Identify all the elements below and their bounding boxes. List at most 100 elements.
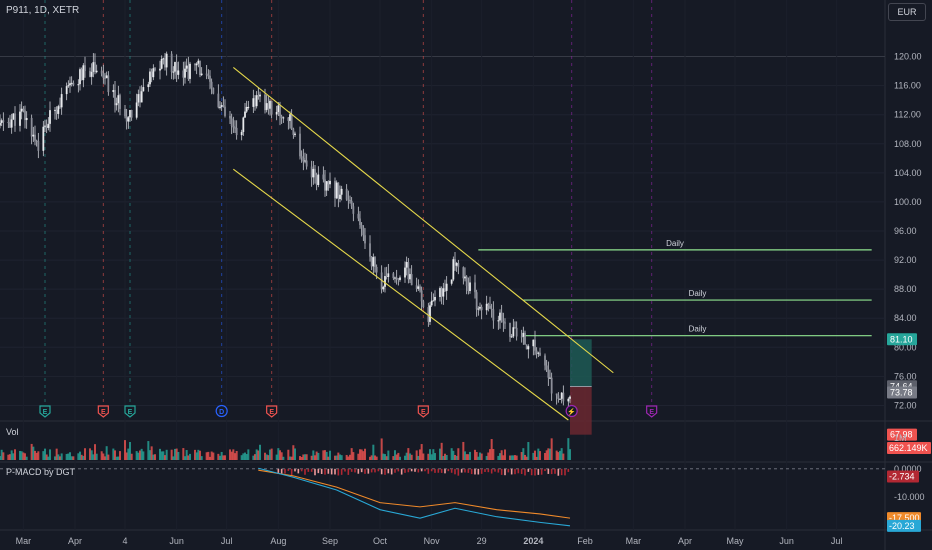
candle-body	[364, 235, 366, 244]
volume-bar	[510, 455, 513, 460]
candle-body	[299, 133, 301, 157]
candle-body	[300, 156, 303, 158]
candle-body	[479, 306, 481, 309]
x-tick-label: 29	[477, 536, 487, 546]
volume-bar	[454, 454, 456, 460]
macd-histogram-bar	[394, 468, 396, 473]
macd-histogram-bar	[494, 468, 496, 472]
macd-histogram-bar	[327, 468, 330, 474]
volume-bar	[25, 456, 28, 460]
volume-bar	[14, 449, 16, 460]
volume-bar	[174, 448, 176, 460]
candle-body	[0, 122, 1, 126]
volume-bar	[45, 454, 48, 460]
volume-bar	[334, 455, 336, 460]
volume-bar	[100, 451, 103, 460]
macd-histogram-bar	[397, 468, 400, 472]
macd-series-label-box	[887, 519, 921, 532]
symbol-title[interactable]: P911, 1D, XETR	[6, 5, 80, 16]
volume-bar	[397, 452, 400, 460]
candle-body	[464, 276, 466, 279]
volume-bar	[524, 454, 526, 460]
candle-body	[172, 71, 175, 73]
candle-body	[362, 227, 365, 236]
volume-bar	[504, 449, 506, 460]
y-tick-label: 84.00	[894, 313, 917, 323]
volume-bar	[490, 439, 493, 460]
macd-pane-label[interactable]: P-MACD by DGT	[6, 467, 76, 477]
volume-bar	[69, 452, 71, 460]
volume-bar	[410, 454, 413, 460]
volume-bar	[415, 450, 418, 460]
volume-bar	[560, 448, 563, 460]
macd-histogram-bar	[320, 468, 323, 474]
candle-body	[557, 395, 560, 399]
x-tick-label: Jul	[831, 536, 843, 546]
volume-bar	[315, 451, 318, 460]
candle-body	[339, 194, 341, 200]
candle-body	[537, 352, 540, 354]
macd-histogram-bar	[294, 468, 296, 472]
macd-series-line	[258, 469, 571, 519]
candle-body	[107, 75, 110, 93]
candle-body	[112, 90, 115, 93]
candle-body	[245, 106, 248, 112]
event-marker-label: ⚡	[567, 407, 576, 416]
candle-body	[264, 94, 266, 111]
volume-bar	[95, 453, 98, 460]
candle-body	[80, 69, 83, 81]
candle-body	[392, 273, 395, 279]
candle-body	[55, 109, 58, 114]
volume-bar	[347, 456, 350, 460]
candle-body	[67, 85, 70, 87]
currency-button[interactable]: EUR	[888, 3, 926, 21]
volume-bar	[302, 454, 305, 460]
macd-series-label: -20.23	[889, 521, 915, 531]
candle-body	[430, 300, 433, 306]
volume-pane-label[interactable]: Vol	[6, 427, 19, 437]
candle-body	[359, 218, 361, 225]
y-tick-label: 92.00	[894, 255, 917, 265]
level-label: Daily	[689, 325, 707, 334]
volume-bar	[335, 455, 338, 460]
candle-body	[269, 100, 271, 109]
volume-bar	[154, 454, 156, 460]
volume-bar	[290, 456, 293, 460]
volume-bar	[514, 455, 516, 460]
candle-body	[37, 141, 40, 151]
candle-body	[197, 60, 200, 64]
macd-histogram-bar	[297, 468, 300, 474]
volume-bar	[419, 449, 421, 460]
candle-body	[219, 106, 221, 108]
candle-body	[232, 125, 235, 128]
volume-bar	[479, 452, 481, 460]
volume-bar	[219, 455, 221, 460]
volume-bar	[242, 453, 245, 460]
candle-body	[42, 126, 45, 151]
volume-bar	[492, 448, 495, 460]
volume-bar	[380, 438, 383, 460]
candle-body	[527, 346, 530, 350]
volume-bar	[184, 456, 186, 460]
volume-bar	[65, 453, 68, 460]
volume-bar	[339, 454, 341, 460]
macd-histogram-bar	[470, 468, 473, 475]
candle-body	[444, 288, 446, 291]
y-tick-label: 88.00	[894, 284, 917, 294]
volume-bar	[32, 446, 35, 460]
volume-bar	[205, 452, 208, 460]
volume-bar	[557, 452, 560, 460]
y-tick-label: 96.00	[894, 226, 917, 236]
volume-bar	[439, 448, 441, 460]
volume-bar	[469, 451, 471, 460]
candle-body	[102, 73, 105, 78]
volume-bar	[369, 456, 371, 460]
candle-body	[252, 98, 255, 107]
volume-bar	[234, 453, 236, 460]
candle-body	[129, 109, 131, 118]
volume-bar	[107, 454, 110, 460]
candle-body	[235, 127, 238, 136]
y-tick-label: 104.00	[894, 168, 922, 178]
macd-histogram-bar	[364, 468, 366, 474]
